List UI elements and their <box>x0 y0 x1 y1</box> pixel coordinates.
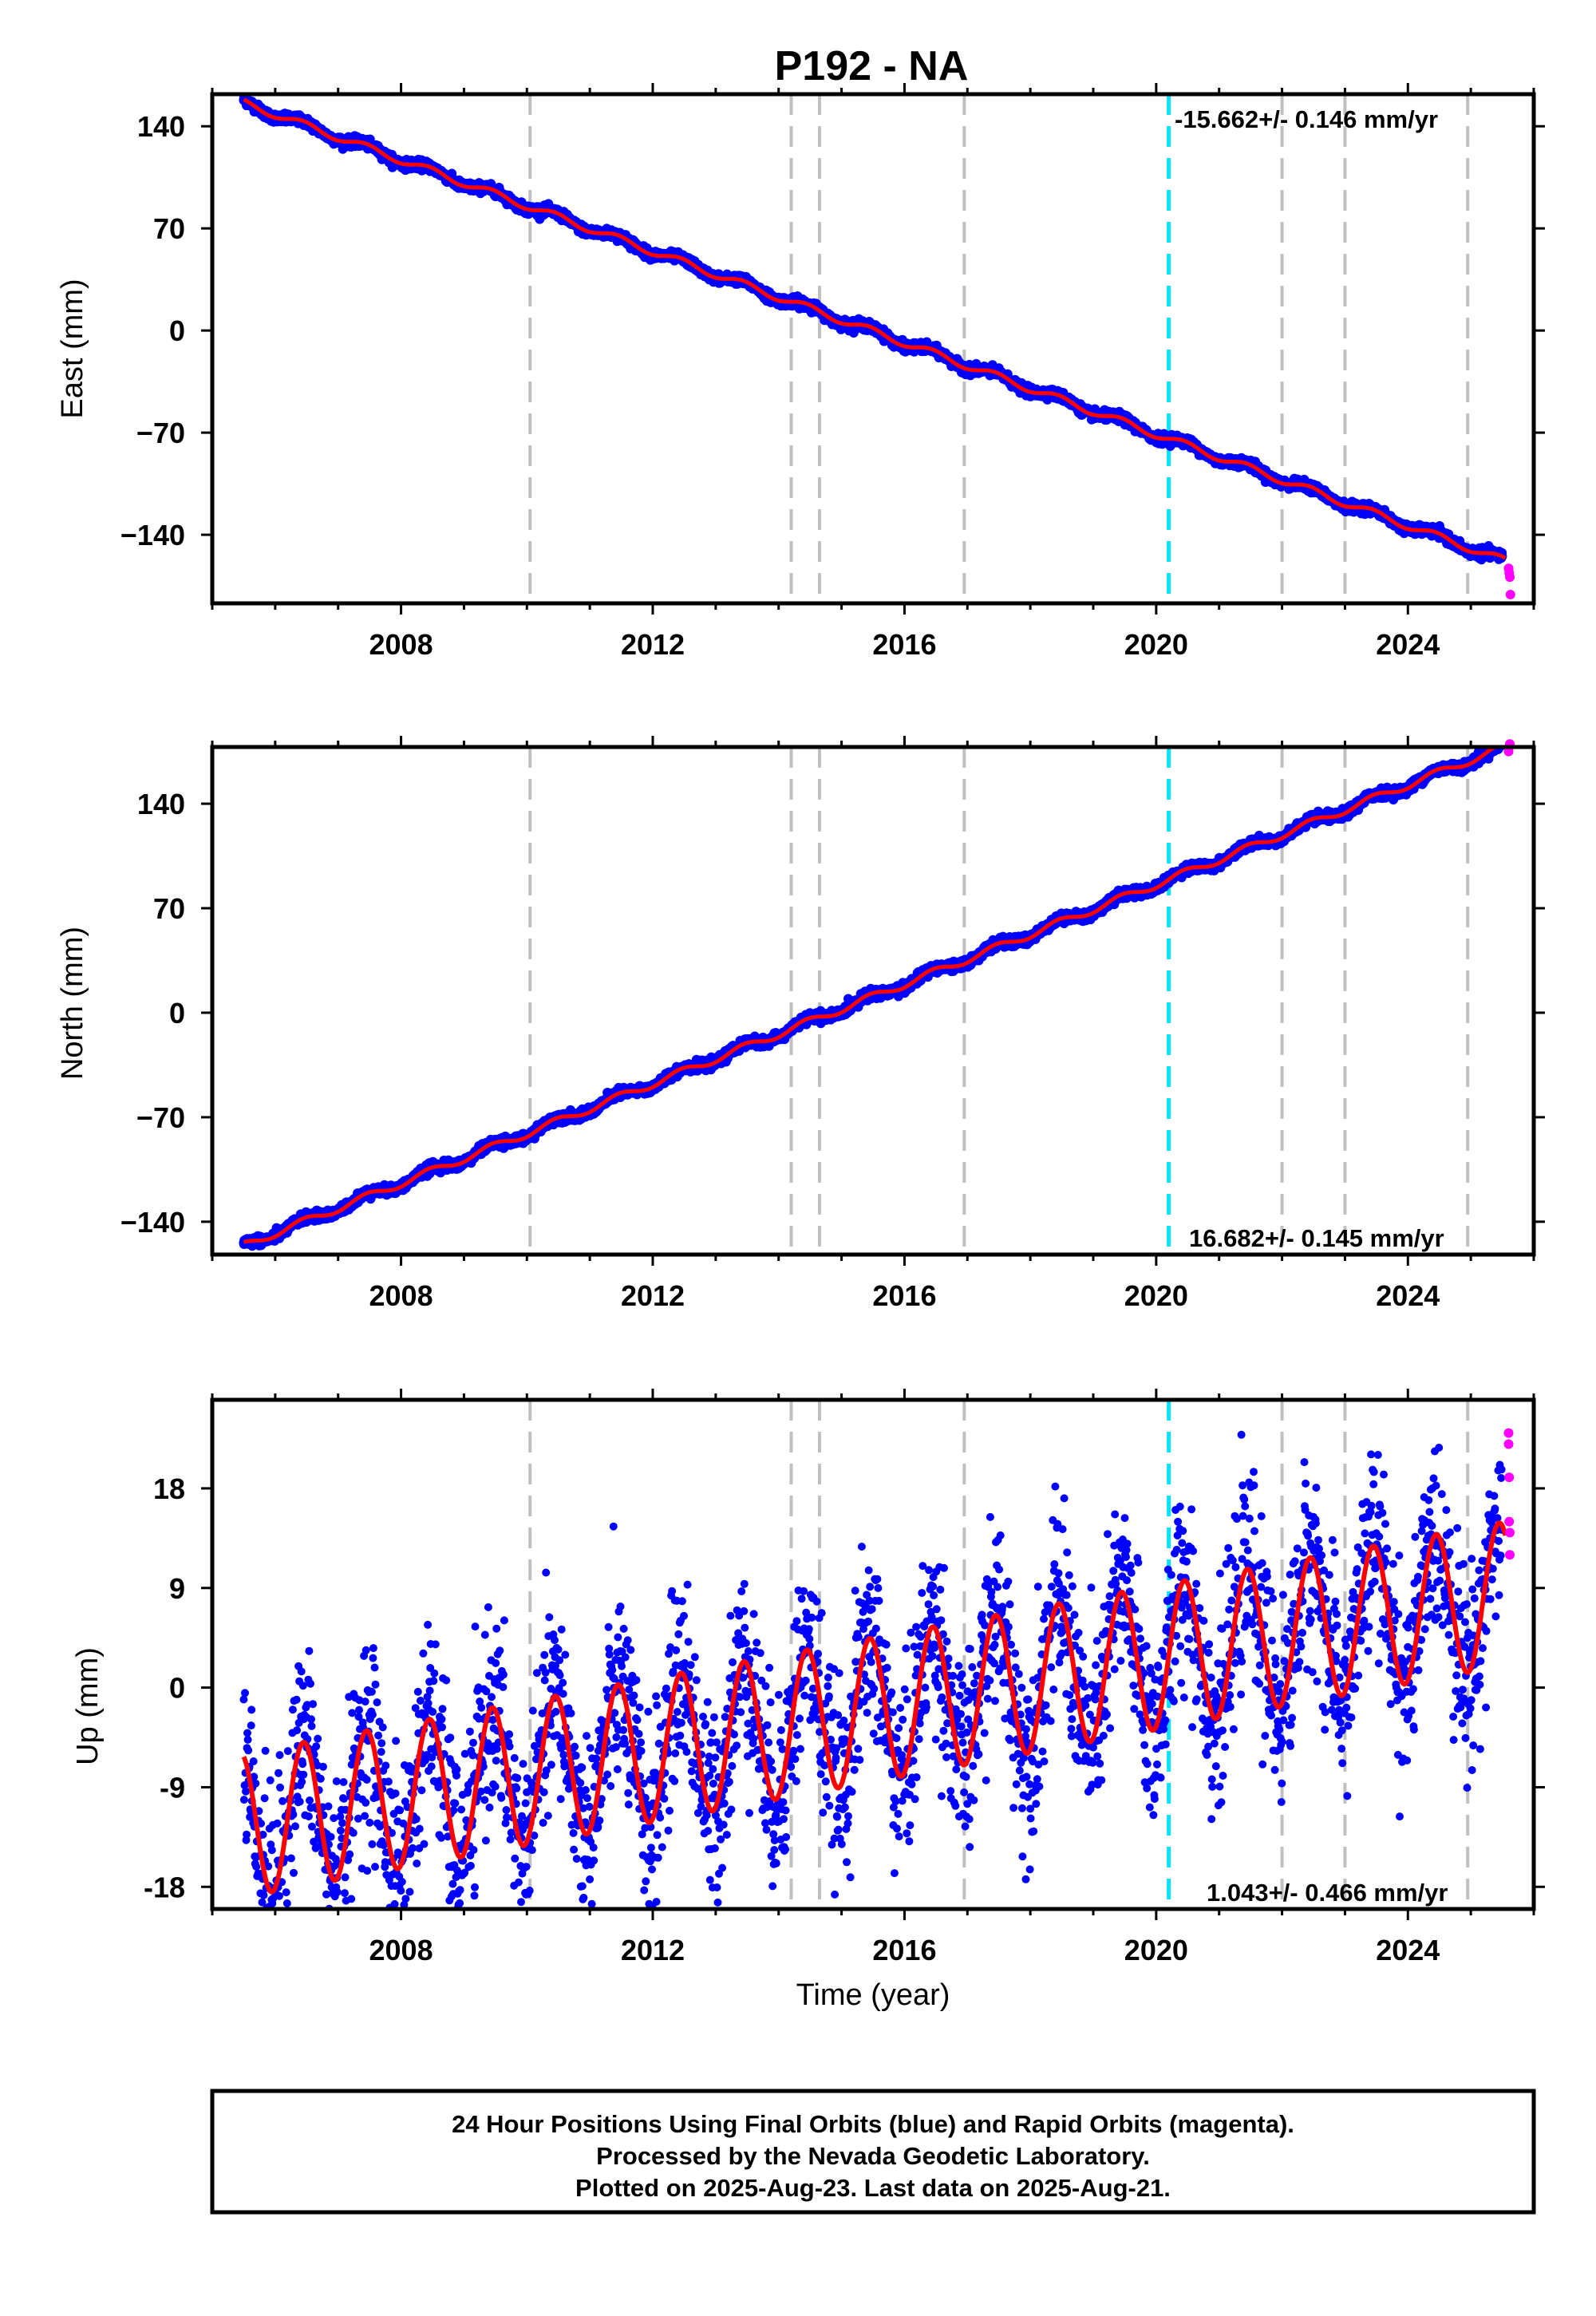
page-title: P192 - NA <box>775 43 969 89</box>
east-x-tick-label: 2016 <box>872 628 936 661</box>
east-x-tick-label: 2008 <box>369 628 433 661</box>
north-y-axis-label: North (mm) <box>56 927 89 1080</box>
east-x-tick-label: 2020 <box>1124 628 1188 661</box>
east-x-tick-label: 2024 <box>1376 628 1440 661</box>
east-x-tick-label: 2012 <box>621 628 685 661</box>
east-model-curve <box>243 97 1507 560</box>
east-rapid-point <box>1505 590 1515 599</box>
east-y-tick-label: −140 <box>120 519 185 551</box>
east-y-tick-label: −70 <box>136 417 185 449</box>
east-y-tick-label: 70 <box>153 212 185 245</box>
east-frame <box>210 92 1536 606</box>
east-y-tick-label: 140 <box>137 110 185 143</box>
east-y-axis-label: East (mm) <box>56 279 89 418</box>
east-rapid-point <box>1505 572 1515 583</box>
east-panel: East (mm) 140 70 0 −70 −140 2008 2012 2016 2020 2… <box>56 83 1545 661</box>
east-rate-label: -15.662+/- 0.146 mm/yr <box>1175 105 1438 133</box>
east-y-tick-label: 0 <box>169 314 185 347</box>
